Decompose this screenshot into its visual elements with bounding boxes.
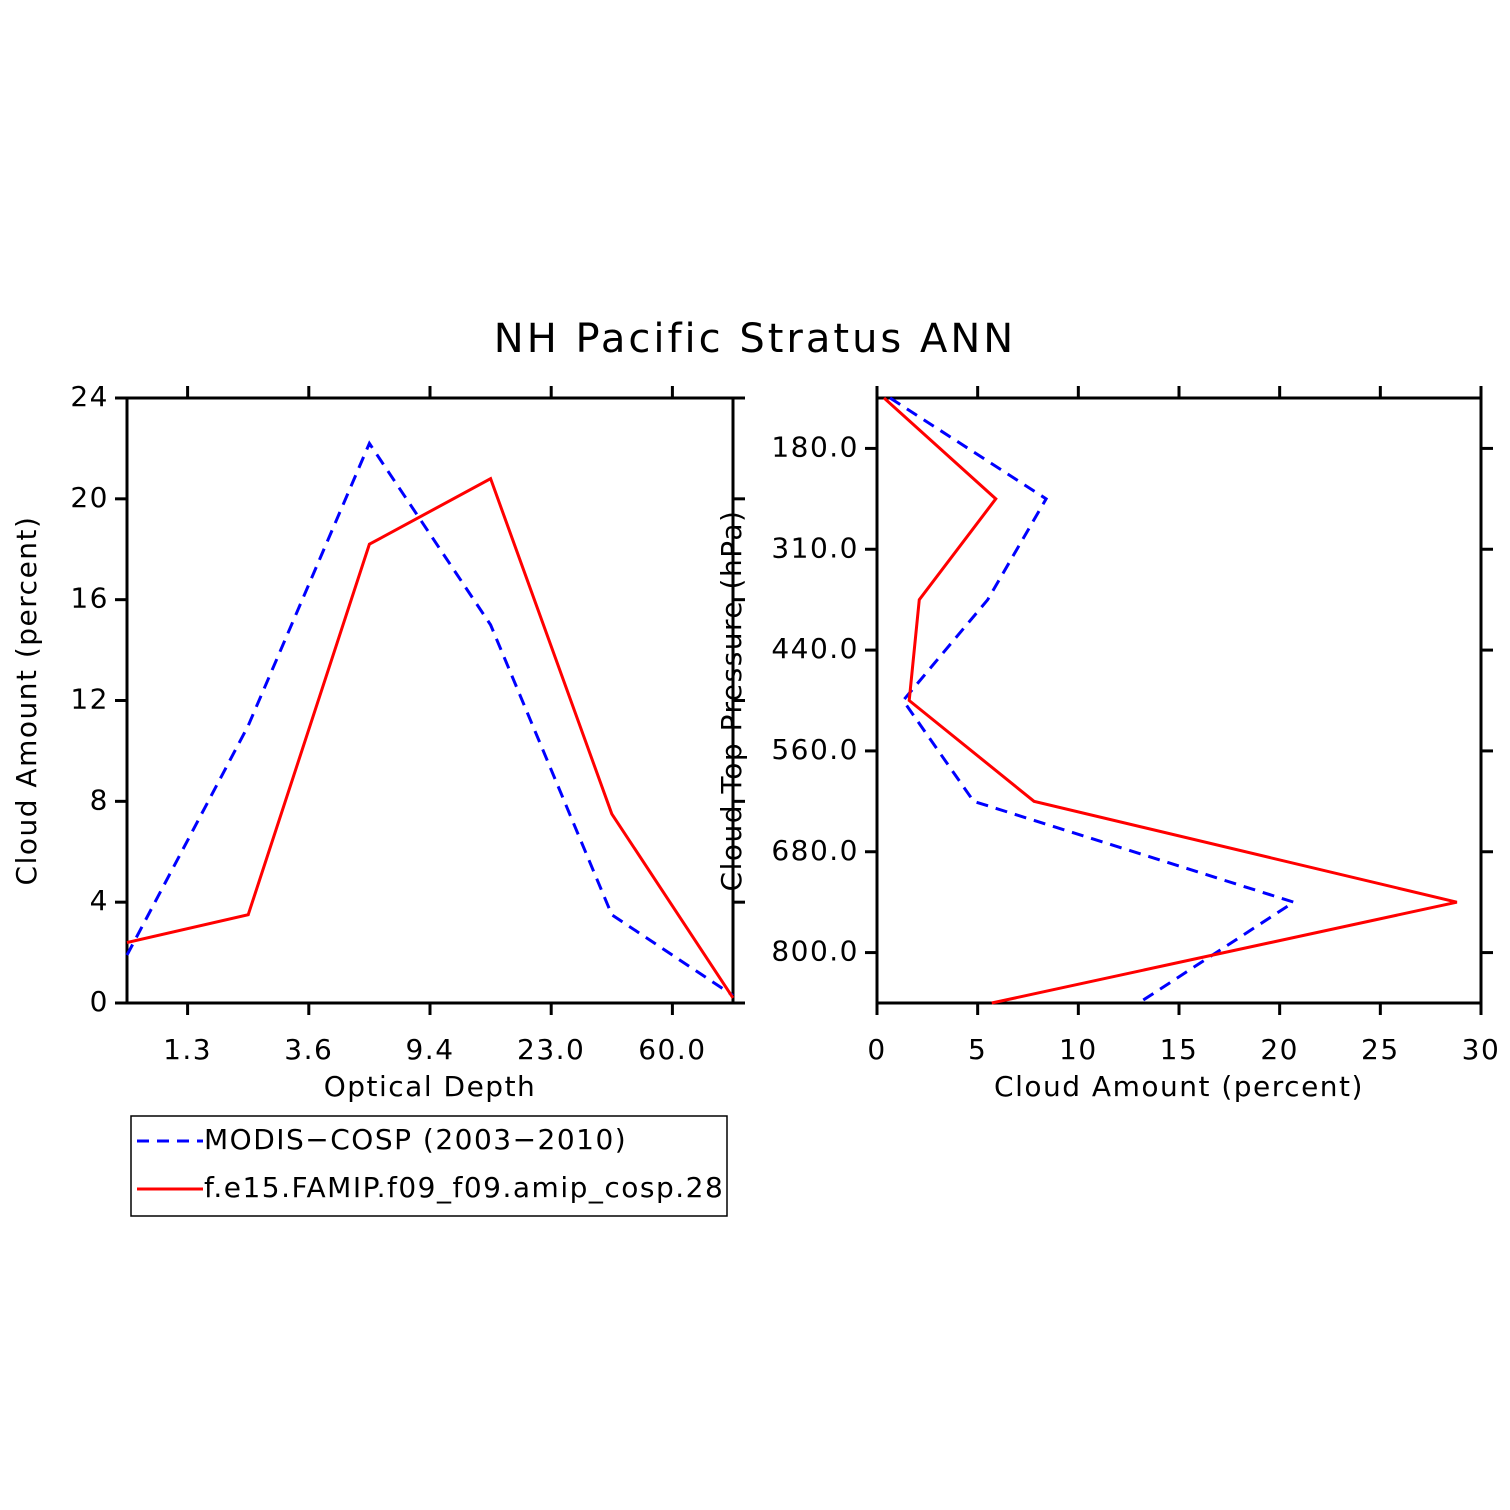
y-tick-label: 560.0 bbox=[771, 733, 859, 766]
series-line bbox=[126, 476, 735, 999]
x-tick-label: 30 bbox=[1462, 1033, 1501, 1066]
series-line bbox=[889, 396, 1298, 1005]
y-tick-label: 8 bbox=[90, 783, 109, 816]
legend-label: f.e15.FAMIP.f09_f09.amip_cosp.28 bbox=[204, 1171, 724, 1204]
y-tick-label: 20 bbox=[70, 481, 109, 514]
x-tick-label: 25 bbox=[1361, 1033, 1400, 1066]
x-tick-label: 0 bbox=[867, 1033, 886, 1066]
x-tick-label: 15 bbox=[1160, 1033, 1199, 1066]
series-line bbox=[883, 396, 1458, 1005]
y-axis-label: Cloud Amount (percent) bbox=[10, 516, 43, 886]
x-tick-label: 5 bbox=[968, 1033, 987, 1066]
y-tick-label: 440.0 bbox=[771, 632, 859, 665]
x-tick-label: 1.3 bbox=[163, 1033, 212, 1066]
legend-label: MODIS−COSP (2003−2010) bbox=[204, 1123, 627, 1156]
x-tick-label: 9.4 bbox=[405, 1033, 454, 1066]
x-axis-label: Cloud Amount (percent) bbox=[994, 1070, 1364, 1103]
y-tick-label: 180.0 bbox=[771, 430, 859, 463]
y-tick-label: 16 bbox=[70, 582, 109, 615]
x-axis-label: Optical Depth bbox=[324, 1070, 537, 1103]
y-tick-label: 800.0 bbox=[771, 935, 859, 968]
legend-box bbox=[130, 1115, 728, 1217]
y-axis-label: Cloud Top Pressure (hPa) bbox=[715, 510, 748, 892]
x-tick-label: 10 bbox=[1059, 1033, 1098, 1066]
y-tick-label: 0 bbox=[90, 985, 109, 1018]
y-tick-label: 4 bbox=[90, 884, 109, 917]
x-tick-label: 3.6 bbox=[284, 1033, 333, 1066]
y-tick-label: 24 bbox=[70, 380, 109, 413]
y-tick-label: 310.0 bbox=[771, 531, 859, 564]
y-tick-label: 12 bbox=[70, 683, 109, 716]
series-line bbox=[125, 440, 734, 997]
y-tick-label: 680.0 bbox=[771, 834, 859, 867]
x-tick-label: 23.0 bbox=[517, 1033, 585, 1066]
x-tick-label: 20 bbox=[1260, 1033, 1299, 1066]
x-tick-label: 60.0 bbox=[638, 1033, 706, 1066]
figure-title: NH Pacific Stratus ANN bbox=[494, 316, 1016, 362]
